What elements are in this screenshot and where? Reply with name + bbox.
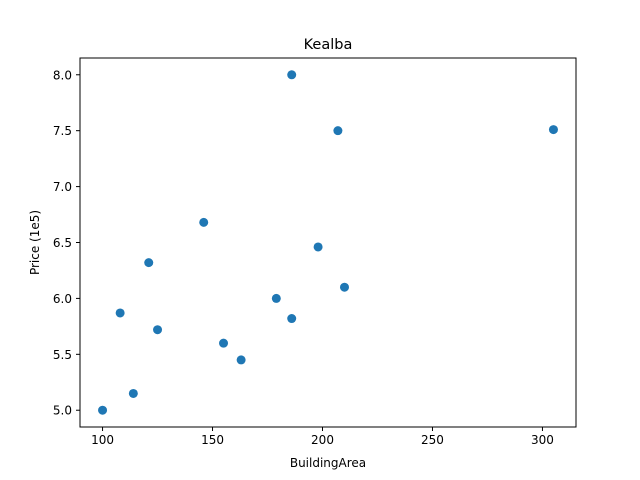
y-tick-label: 7.5 [53,124,72,138]
scatter-point [98,405,108,415]
scatter-point [236,355,246,365]
scatter-point [287,70,297,80]
y-axis-ticks: 5.0 5.5 6.0 6.5 7.0 7.5 8.0 [53,68,80,418]
y-tick-label: 6.5 [53,236,72,250]
y-tick-label: 6.0 [53,292,72,306]
y-tick-label: 8.0 [53,68,72,82]
chart-title: Kealba [304,37,353,53]
x-axis-ticks: 100 150 200 250 300 [91,427,554,447]
scatter-point [199,217,209,227]
scatter-point [287,314,297,324]
y-axis-label: Price (1e5) [28,210,42,275]
scatter-point [115,308,125,318]
scatter-point [271,293,281,303]
x-tick-label: 250 [421,433,444,447]
scatter-point [339,282,349,292]
scatter-point [548,125,558,135]
scatter-point [333,126,343,136]
y-tick-label: 7.0 [53,180,72,194]
y-tick-label: 5.5 [53,348,72,362]
scatter-point [153,325,163,335]
x-axis-label: BuildingArea [290,456,366,470]
scatter-point [128,388,138,398]
x-tick-label: 100 [91,433,114,447]
data-points [98,70,558,415]
x-tick-label: 200 [311,433,334,447]
x-tick-label: 300 [531,433,554,447]
scatter-point [219,338,229,348]
plot-frame [79,57,577,428]
scatter-point [313,242,323,252]
y-tick-label: 5.0 [53,404,72,418]
scatter-point [144,258,154,268]
x-tick-label: 150 [201,433,224,447]
